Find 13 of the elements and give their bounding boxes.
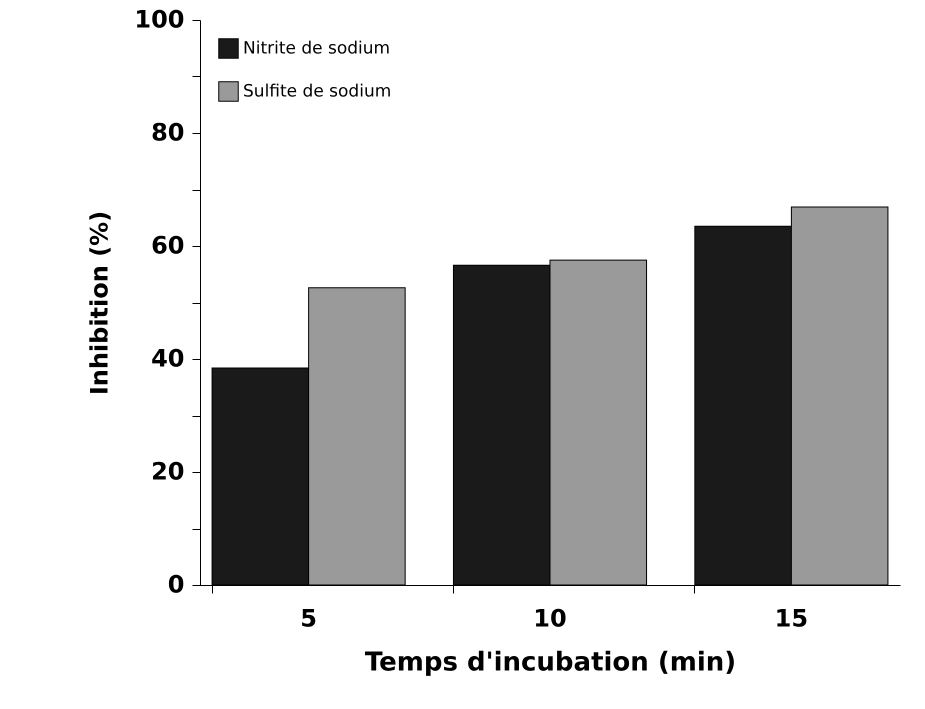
legend-label: Nitrite de sodium <box>243 38 390 58</box>
y-tick-label: 40 <box>151 344 184 372</box>
x-tick-label: 15 <box>774 604 808 632</box>
x-axis-title: Temps d'incubation (min) <box>364 648 736 678</box>
x-tick-label: 10 <box>533 604 567 632</box>
y-tick-label: 0 <box>168 570 184 598</box>
x-tick-label: 5 <box>300 604 317 632</box>
y-tick-label: 100 <box>134 6 184 34</box>
y-axis-title: Inhibition (%) <box>85 210 114 396</box>
y-tick-label: 80 <box>151 118 184 146</box>
y-tick-label: 20 <box>151 458 184 486</box>
legend-label: Sulfite de sodium <box>243 82 392 102</box>
y-tick-label: 60 <box>151 232 184 260</box>
